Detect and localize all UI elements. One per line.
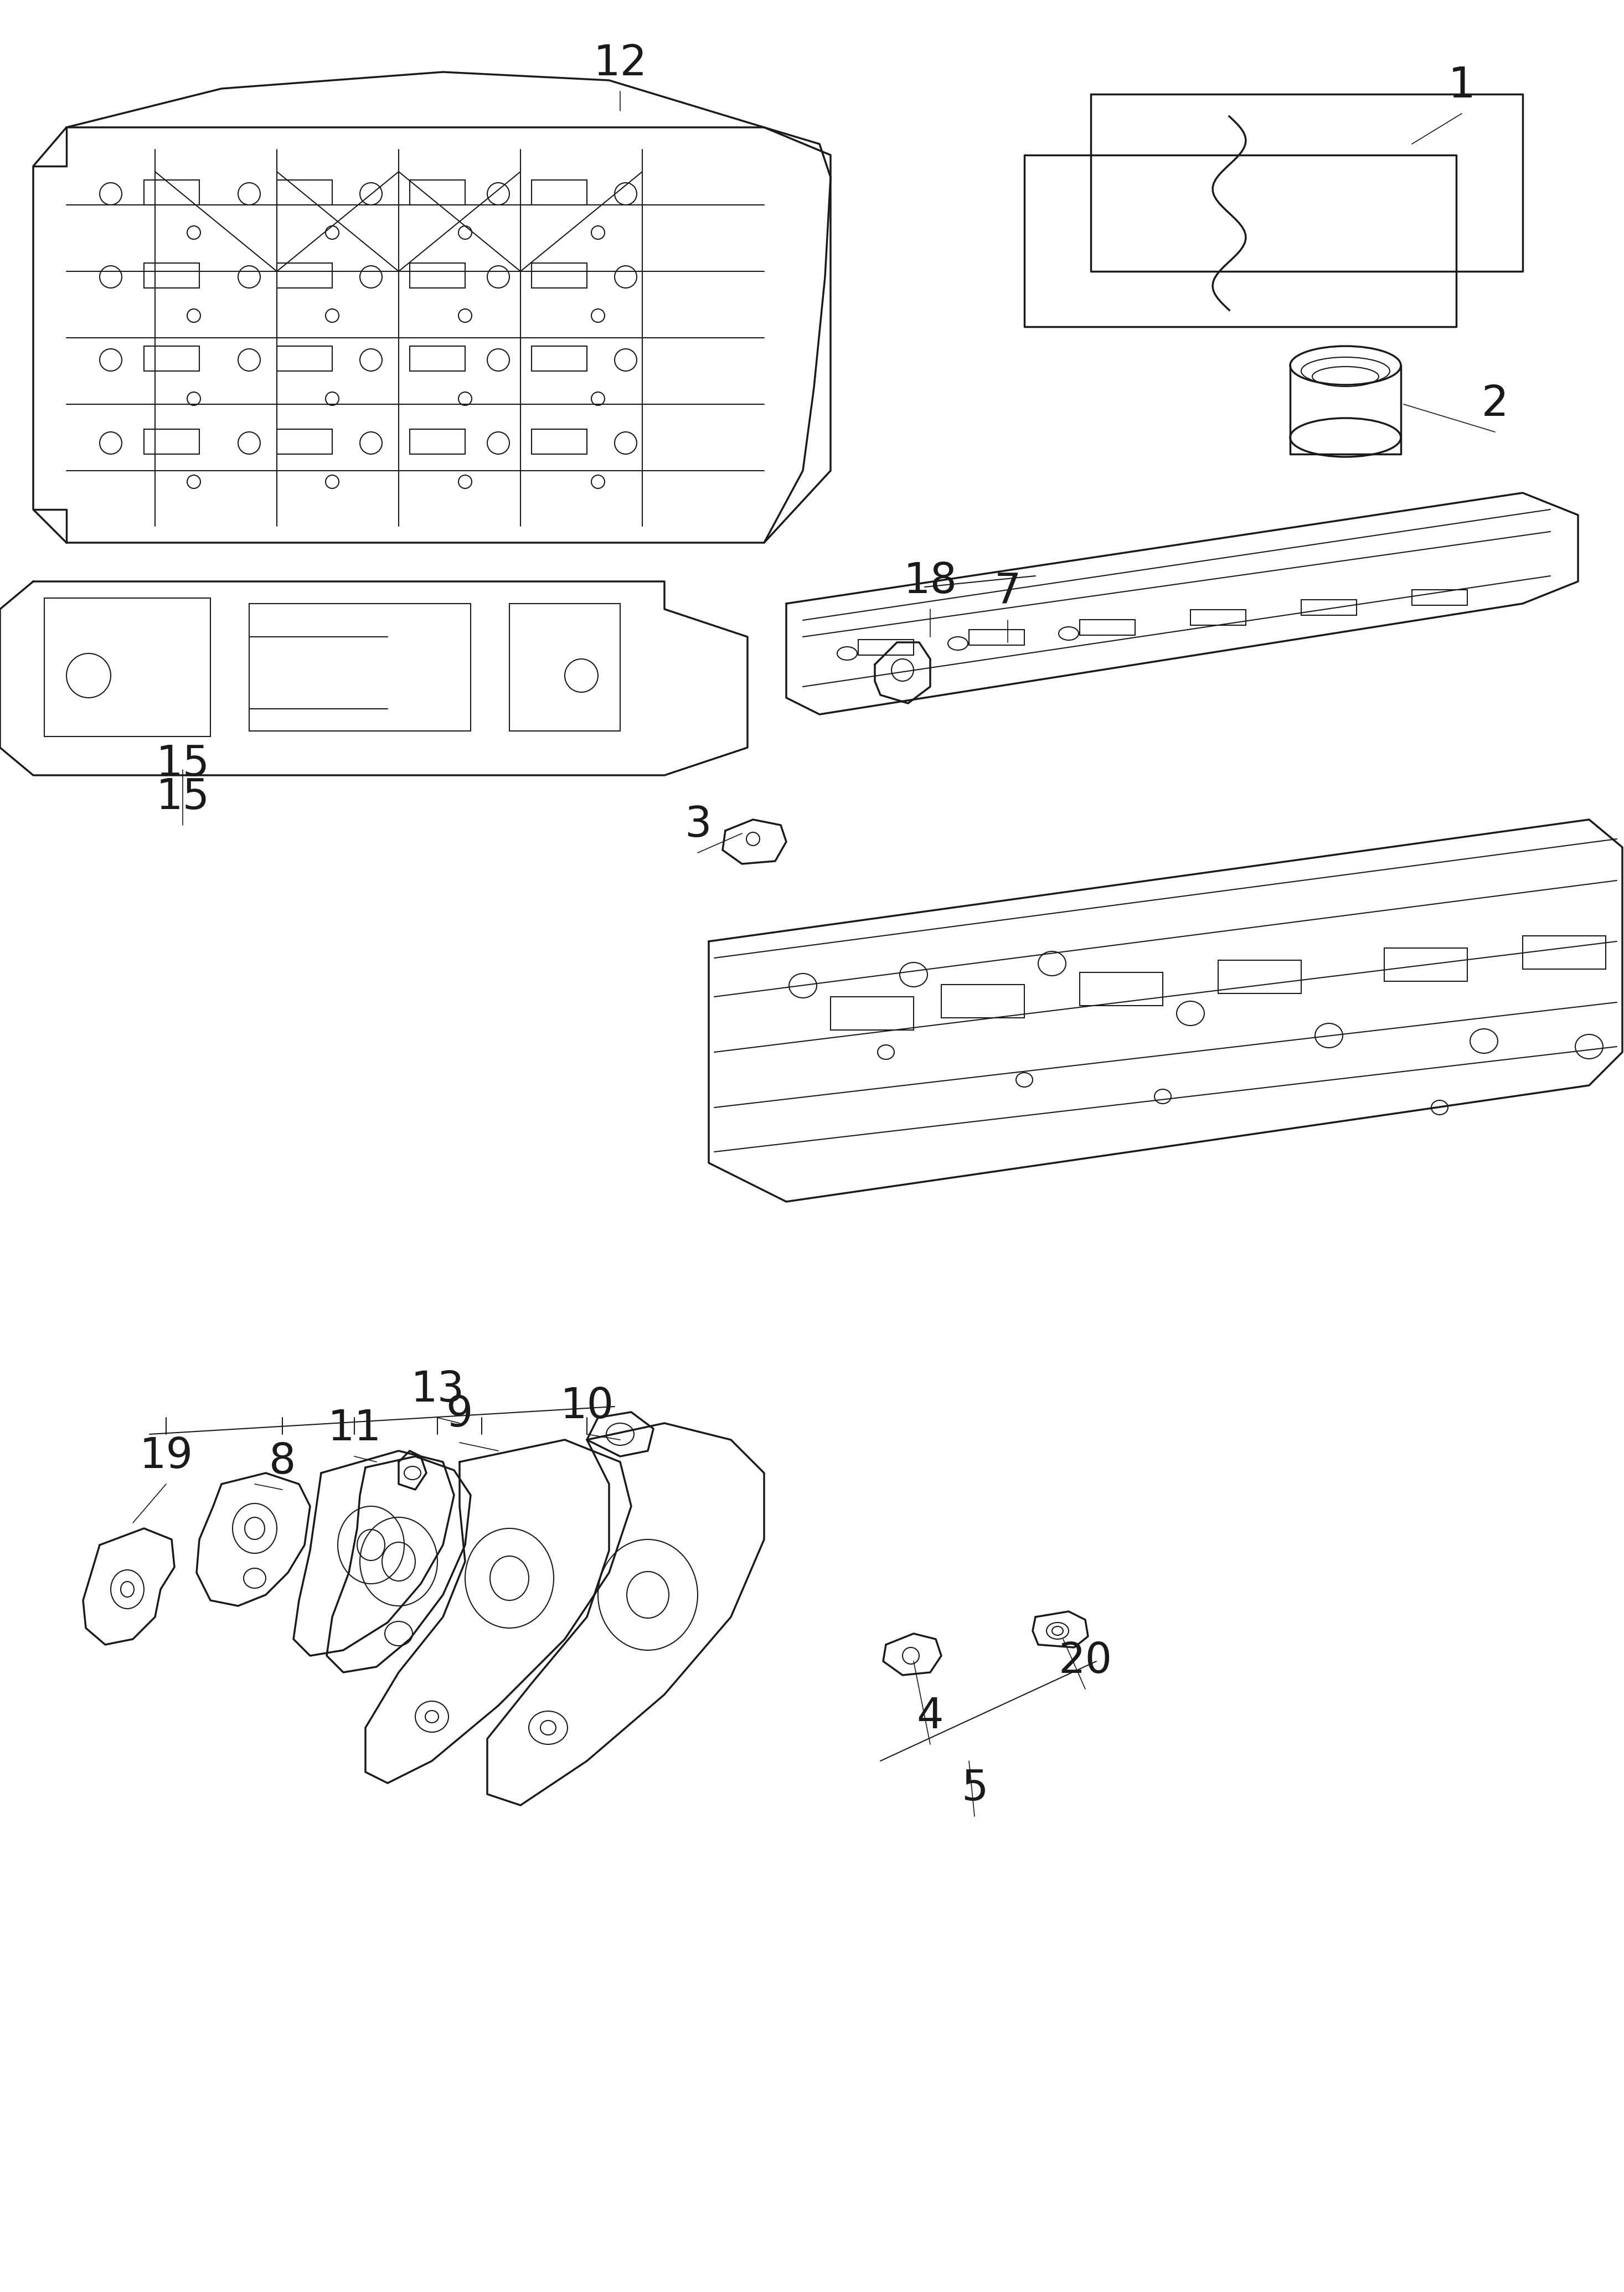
Text: 18: 18 xyxy=(903,562,957,603)
Bar xyxy=(145,181,200,204)
Bar xyxy=(510,603,620,731)
Bar xyxy=(1301,601,1356,614)
Text: 13: 13 xyxy=(411,1368,464,1410)
Text: 7: 7 xyxy=(994,573,1021,612)
Bar xyxy=(1411,589,1468,605)
Text: 5: 5 xyxy=(961,1767,987,1808)
Bar xyxy=(44,598,211,736)
Text: 9: 9 xyxy=(447,1394,473,1435)
Bar xyxy=(409,429,464,454)
Bar xyxy=(970,630,1025,644)
Bar xyxy=(1080,972,1163,1006)
Bar xyxy=(857,639,914,656)
Text: 3: 3 xyxy=(684,804,711,846)
Text: 15: 15 xyxy=(156,743,209,784)
Bar xyxy=(531,264,586,289)
Bar xyxy=(409,346,464,371)
Bar xyxy=(1523,935,1606,970)
Text: 20: 20 xyxy=(1059,1641,1112,1682)
Bar xyxy=(276,264,333,289)
Bar xyxy=(145,346,200,371)
Bar xyxy=(531,346,586,371)
Text: 2: 2 xyxy=(1481,383,1509,424)
Bar xyxy=(1190,610,1246,626)
Text: 2: 2 xyxy=(1481,383,1509,424)
Text: 8: 8 xyxy=(270,1442,296,1483)
Bar xyxy=(830,997,914,1029)
Bar xyxy=(1218,960,1301,992)
Bar xyxy=(248,603,471,731)
Text: 19: 19 xyxy=(140,1435,193,1476)
Bar xyxy=(1384,949,1468,981)
Text: 11: 11 xyxy=(328,1407,382,1449)
Text: 12: 12 xyxy=(593,44,646,85)
Bar xyxy=(531,429,586,454)
Bar xyxy=(942,986,1025,1018)
Bar xyxy=(531,181,586,204)
Bar xyxy=(145,264,200,289)
Bar xyxy=(1080,619,1135,635)
Text: 4: 4 xyxy=(918,1696,944,1737)
Bar xyxy=(276,346,333,371)
Bar xyxy=(276,429,333,454)
Text: 1: 1 xyxy=(1449,66,1475,105)
Bar xyxy=(145,429,200,454)
Text: 1: 1 xyxy=(1449,66,1475,105)
Text: 10: 10 xyxy=(560,1387,614,1428)
Bar xyxy=(276,181,333,204)
Bar xyxy=(409,181,464,204)
Bar xyxy=(409,264,464,289)
Text: 15: 15 xyxy=(156,777,209,818)
